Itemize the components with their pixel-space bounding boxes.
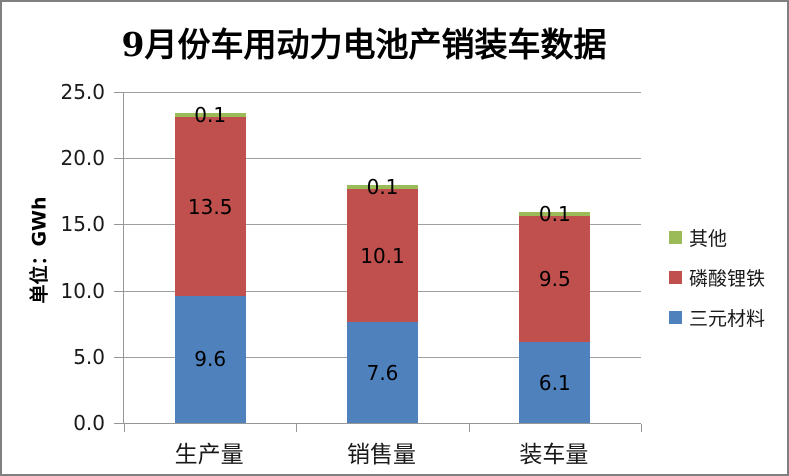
stacked-bar-装车量: 6.1 9.5 0.1 <box>519 202 591 423</box>
y-axis-tick-label: 5.0 <box>73 344 105 369</box>
x-axis-tick <box>468 424 470 432</box>
bar-segment-其他: 0.1 <box>519 202 591 226</box>
bar-segment-磷酸锂铁: 9.5 <box>519 216 591 343</box>
legend-label: 其他 <box>689 227 728 250</box>
legend-swatch-icon <box>669 310 682 324</box>
bar-segment-其他: 0.1 <box>174 103 246 127</box>
y-axis-tick-label: 10.0 <box>60 278 105 303</box>
data-label: 9.5 <box>538 267 571 292</box>
legend-swatch-icon <box>669 270 682 284</box>
gridline <box>124 92 641 93</box>
x-axis-tick <box>296 424 298 432</box>
data-label: 6.1 <box>538 370 571 395</box>
bar-segment-三元材料: 6.1 <box>519 342 591 423</box>
y-axis-tick-label: 0.0 <box>73 411 105 435</box>
gridline <box>124 158 641 160</box>
data-label: 7.6 <box>366 360 399 385</box>
plot-area: 9.6 13.5 0.1 7.6 10.1 0.1 6.1 9.5 0.1 <box>114 92 642 432</box>
y-axis-tick <box>114 290 123 292</box>
legend-item-三元材料: 三元材料 <box>669 297 765 337</box>
y-axis-tick-label: 20.0 <box>60 146 105 171</box>
x-axis-category-label: 装车量 <box>519 442 589 468</box>
stacked-bar-销售量: 7.6 10.1 0.1 <box>347 175 418 423</box>
x-axis-category-label: 生产量 <box>174 442 244 468</box>
legend-item-磷酸锂铁: 磷酸锂铁 <box>669 257 765 297</box>
x-axis-tick <box>641 424 642 432</box>
legend-label: 磷酸锂铁 <box>689 267 766 290</box>
bar-segment-其他: 0.1 <box>347 175 418 199</box>
data-label: 0.1 <box>366 174 399 199</box>
y-axis-tick <box>114 224 123 226</box>
y-axis-tick <box>114 158 123 160</box>
legend-label: 三元材料 <box>689 307 766 330</box>
bar-segment-三元材料: 9.6 <box>174 295 246 423</box>
y-axis-tick-label: 25.0 <box>60 80 105 104</box>
bar-segment-磷酸锂铁: 10.1 <box>347 188 418 323</box>
bar-segment-磷酸锂铁: 13.5 <box>174 117 246 296</box>
chart-title: 9月份车用动力电池产销装车数据 <box>121 25 607 64</box>
y-axis-tick <box>114 423 123 424</box>
data-label: 9.6 <box>194 347 227 372</box>
legend: 其他磷酸锂铁三元材料 <box>669 217 765 337</box>
legend-swatch-icon <box>669 230 682 244</box>
data-label: 10.1 <box>360 243 405 268</box>
y-axis-tick <box>114 356 123 358</box>
bar-segment-三元材料: 7.6 <box>347 322 418 423</box>
data-label: 0.1 <box>538 202 571 227</box>
data-label: 0.1 <box>194 103 227 128</box>
data-label: 13.5 <box>187 194 233 219</box>
x-axis-category-label: 销售量 <box>346 442 416 468</box>
stacked-bar-生产量: 9.6 13.5 0.1 <box>174 103 246 423</box>
y-axis-tick <box>114 92 123 93</box>
x-axis-tick <box>124 424 125 432</box>
legend-item-其他: 其他 <box>669 217 765 257</box>
y-axis-tick-label: 15.0 <box>60 212 105 237</box>
